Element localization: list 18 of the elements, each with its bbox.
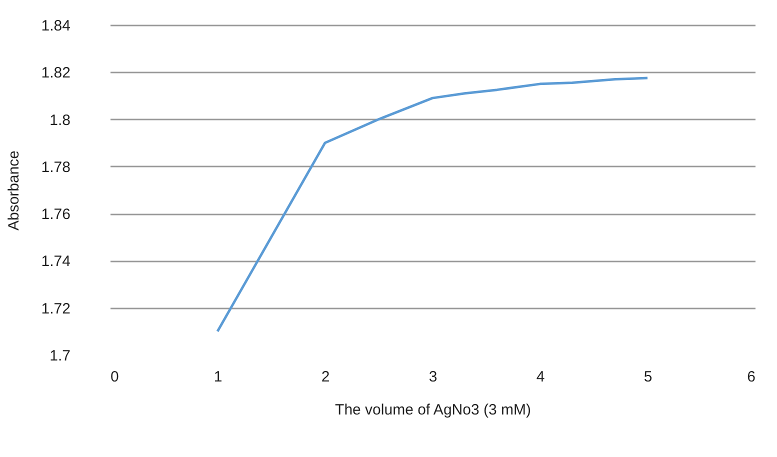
line-series [216,76,649,333]
x-tick-label: 3 [428,368,438,386]
x-axis-title: The volume of AgNo3 (3 mM) [335,402,531,418]
x-tick-label: 2 [321,368,330,386]
x-tick-label: 4 [536,368,545,386]
y-tick-label: 1.74 [41,253,70,270]
x-tick-label: 6 [747,368,756,386]
y-tick-label: 1.72 [41,300,70,318]
y-axis-title: Absorbance [5,150,22,231]
x-tick-label: 0 [110,368,119,386]
y-tick-label: 1.78 [41,158,70,176]
y-tick-label: 1.8 [50,112,70,129]
y-tick-label: 1.7 [50,348,70,364]
y-tick-label: 1.82 [41,64,70,82]
x-tick-label: 1 [214,368,222,386]
y-tick-label: 1.76 [41,206,70,224]
x-tick-label: 5 [644,368,652,386]
y-tick-label: 1.84 [41,18,70,34]
